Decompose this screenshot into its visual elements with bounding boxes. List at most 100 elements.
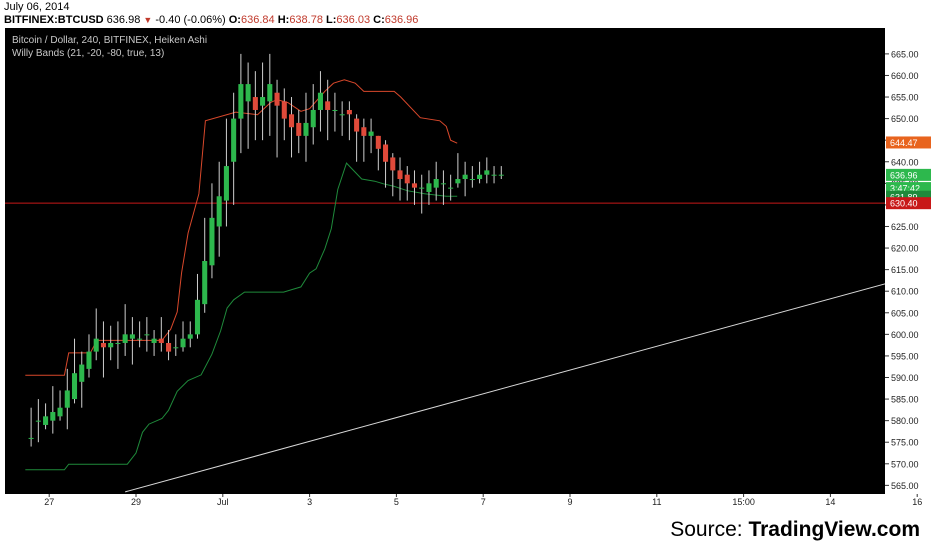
candle-body — [491, 174, 497, 176]
candle-body — [397, 170, 403, 180]
series-legend[interactable]: Bitcoin / Dollar, 240, BITFINEX, Heiken … — [12, 35, 208, 46]
candle-body — [274, 92, 280, 106]
high-label: H: — [277, 14, 290, 26]
candle-body — [35, 420, 41, 422]
time-tick-label: 5 — [394, 497, 399, 507]
candle-body — [296, 122, 302, 136]
candle-body — [187, 334, 193, 339]
trend-line — [125, 283, 885, 493]
candle-body — [115, 342, 121, 344]
candle-body — [216, 196, 222, 227]
price-tick-label: 660.00 — [891, 71, 919, 81]
price-tick-label: 565.00 — [891, 481, 919, 491]
candle-body — [303, 122, 309, 136]
price-tag — [886, 136, 931, 149]
candle-body — [151, 338, 157, 343]
candle-body — [180, 338, 186, 348]
candle-body — [368, 131, 374, 136]
candle-body — [404, 174, 410, 184]
high-value: 638.78 — [289, 14, 323, 26]
price-axis[interactable] — [885, 28, 932, 494]
price-tick-label: 575.00 — [891, 438, 919, 448]
open-value: 636.84 — [240, 14, 275, 26]
candle-body — [426, 183, 432, 192]
candle-body — [288, 114, 295, 128]
candle-body — [375, 135, 381, 149]
price-tick-label: 570.00 — [891, 459, 919, 469]
candle-body — [433, 179, 439, 188]
candle-body — [129, 334, 135, 339]
chart-plot-area[interactable] — [5, 28, 885, 494]
indicator-legend[interactable]: Willy Bands (21, -20, -80, true, 13) — [12, 48, 165, 59]
price-tick-label: 615.00 — [891, 265, 919, 275]
candle-body — [57, 407, 63, 417]
time-tick-label: 15:00 — [732, 497, 755, 507]
candle-body — [267, 84, 273, 102]
candle-body — [462, 174, 468, 180]
candle-body — [238, 84, 244, 119]
price-tick-label: 620.00 — [891, 244, 919, 254]
candle-body — [202, 261, 208, 305]
last-price: 636.98 — [106, 14, 141, 26]
time-tick-label: 16 — [912, 497, 922, 507]
candle-body — [455, 179, 461, 184]
price-tick-label: 600.00 — [891, 330, 919, 340]
candle-body — [354, 118, 360, 132]
price-tick-label: 595.00 — [891, 351, 919, 361]
price-tick-label: 590.00 — [891, 373, 919, 383]
symbol-quote-bar: BITFINEX:BTCUSD 636.98 ▼ -0.40 (-0.06%) … — [4, 14, 418, 26]
price-tick-label: 580.00 — [891, 416, 919, 426]
candle-body — [100, 342, 106, 348]
time-tick-label: 11 — [652, 497, 661, 507]
candle-body — [43, 416, 49, 425]
candle-body — [209, 217, 215, 266]
candle-body — [346, 109, 352, 115]
symbol-label[interactable]: BITFINEX:BTCUSD — [4, 14, 104, 26]
candle-body — [310, 109, 316, 128]
time-axis[interactable] — [5, 494, 885, 510]
close-value: 636.96 — [384, 14, 419, 26]
candle-body — [50, 412, 56, 421]
open-label: O: — [228, 14, 241, 26]
time-tick-label: 29 — [131, 497, 141, 507]
time-tick-label: 3 — [307, 497, 312, 507]
candle-body — [245, 84, 251, 102]
candle-body — [166, 342, 172, 352]
price-tick-label: 610.00 — [891, 287, 919, 297]
price-tick-label: 640.00 — [891, 157, 919, 167]
candle-body — [122, 334, 128, 343]
price-tag-label: 644.47 — [890, 138, 918, 148]
candle-body — [469, 179, 475, 181]
candle-body — [361, 127, 367, 136]
close-label: C: — [373, 14, 385, 26]
price-tick-label: 655.00 — [891, 93, 919, 103]
price-tag — [886, 168, 931, 181]
candle-body — [137, 338, 143, 340]
candle-body — [498, 174, 504, 176]
candle-body — [79, 364, 85, 382]
candle-body — [477, 174, 483, 180]
candle-body — [231, 118, 237, 162]
candle-body — [173, 347, 179, 349]
candle-body — [144, 334, 150, 336]
time-tick-label: Jul — [217, 497, 229, 507]
source-brand: TradingView.com — [748, 518, 920, 541]
candle-body — [440, 183, 446, 185]
low-label: L: — [326, 14, 337, 26]
candle-body — [390, 157, 396, 171]
candle-body — [64, 390, 70, 408]
candle-body — [317, 92, 323, 110]
price-tick-label: 665.00 — [891, 49, 919, 59]
candle-body — [448, 187, 454, 189]
time-tick-label: 7 — [481, 497, 486, 507]
candle-body — [332, 109, 338, 111]
candle-body — [281, 101, 287, 119]
price-change: -0.40 (-0.06%) — [155, 14, 226, 26]
down-arrow-icon: ▼ — [143, 15, 153, 25]
candle-body — [223, 166, 229, 201]
price-tick-label: 585.00 — [891, 395, 919, 405]
price-tag — [886, 197, 931, 210]
source-prefix: Source: — [670, 518, 749, 541]
price-tick-label: 625.00 — [891, 222, 919, 232]
